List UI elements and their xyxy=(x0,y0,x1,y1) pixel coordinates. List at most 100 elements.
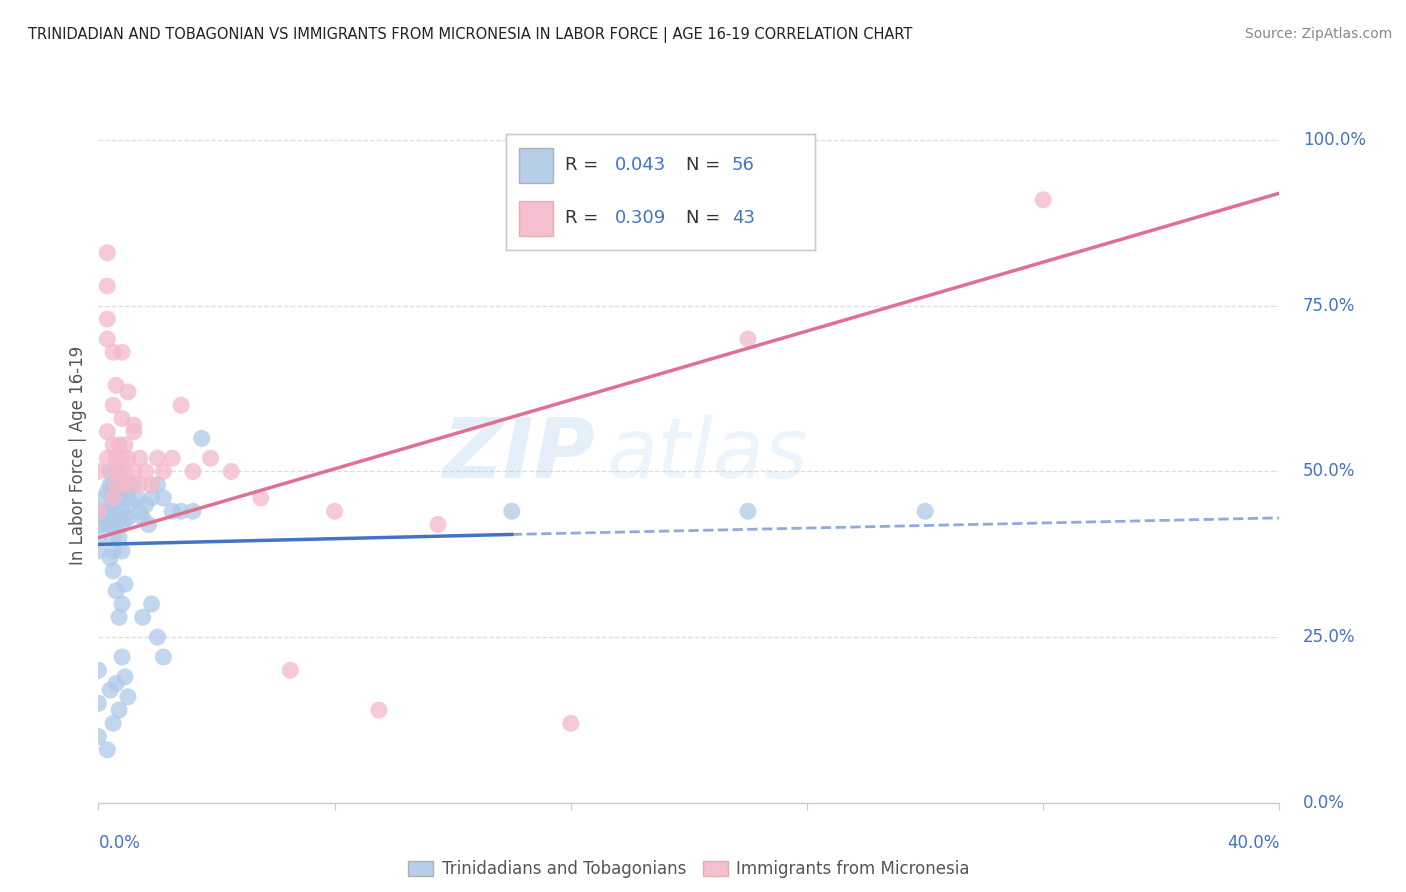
Point xyxy=(117,511,139,525)
Point xyxy=(96,743,118,757)
Point xyxy=(114,438,136,452)
Point xyxy=(125,491,148,505)
Text: TRINIDADIAN AND TOBAGONIAN VS IMMIGRANTS FROM MICRONESIA IN LABOR FORCE | AGE 16: TRINIDADIAN AND TOBAGONIAN VS IMMIGRANTS… xyxy=(28,27,912,43)
Point xyxy=(141,597,163,611)
Point xyxy=(152,491,174,505)
Text: N =: N = xyxy=(686,210,725,227)
Point xyxy=(105,451,128,466)
Point xyxy=(117,491,139,505)
Text: 56: 56 xyxy=(733,156,755,174)
Point xyxy=(132,610,155,624)
Point xyxy=(87,504,110,518)
Point xyxy=(108,511,131,525)
Point xyxy=(117,384,139,399)
Point xyxy=(135,498,157,512)
Point xyxy=(146,630,169,644)
Point xyxy=(103,716,125,731)
Point xyxy=(128,477,150,491)
Point xyxy=(87,465,110,479)
Point xyxy=(105,517,128,532)
Point xyxy=(87,730,110,744)
Point xyxy=(105,465,128,479)
Point xyxy=(138,517,160,532)
Point xyxy=(96,245,118,260)
Point xyxy=(132,511,155,525)
Point xyxy=(93,511,115,525)
Text: 0.309: 0.309 xyxy=(614,210,665,227)
Point xyxy=(146,477,169,491)
Point xyxy=(103,345,125,359)
Text: 75.0%: 75.0% xyxy=(1303,297,1355,315)
Point xyxy=(87,531,110,545)
Point xyxy=(162,504,183,518)
Point xyxy=(108,465,131,479)
Point xyxy=(98,504,121,518)
Point xyxy=(98,477,121,491)
Bar xyxy=(519,201,553,235)
Point xyxy=(111,504,134,518)
Point xyxy=(98,465,121,479)
Text: ZIP: ZIP xyxy=(441,415,595,495)
Point xyxy=(108,531,131,545)
Text: 50.0%: 50.0% xyxy=(1303,462,1355,481)
Point xyxy=(111,411,134,425)
Point xyxy=(146,451,169,466)
Point xyxy=(141,477,163,491)
Point xyxy=(114,484,136,499)
Text: N =: N = xyxy=(686,156,725,174)
Point xyxy=(96,279,118,293)
Point xyxy=(111,345,134,359)
Point xyxy=(737,332,759,346)
Point xyxy=(117,477,139,491)
Text: 100.0%: 100.0% xyxy=(1303,131,1367,149)
Point xyxy=(111,517,134,532)
Point xyxy=(200,451,222,466)
Text: Source: ZipAtlas.com: Source: ZipAtlas.com xyxy=(1244,27,1392,41)
Point xyxy=(135,465,157,479)
Point xyxy=(105,676,128,690)
Point xyxy=(103,438,125,452)
Point xyxy=(181,504,204,518)
Point xyxy=(120,498,142,512)
Point xyxy=(103,564,125,578)
Point xyxy=(87,663,110,677)
Point xyxy=(108,703,131,717)
Point xyxy=(96,504,118,518)
Point xyxy=(105,583,128,598)
Point xyxy=(114,670,136,684)
Point xyxy=(96,312,118,326)
Point xyxy=(191,431,214,445)
Point xyxy=(105,477,128,491)
Point xyxy=(105,484,128,499)
Point xyxy=(501,504,523,518)
Point xyxy=(96,517,118,532)
Point xyxy=(250,491,273,505)
Point xyxy=(278,663,302,677)
Point xyxy=(111,451,134,466)
Point xyxy=(103,498,125,512)
Point xyxy=(108,610,131,624)
Point xyxy=(98,550,121,565)
Point xyxy=(87,517,110,532)
Point xyxy=(162,451,183,466)
Point xyxy=(122,465,145,479)
Point xyxy=(108,491,131,505)
Point xyxy=(114,465,136,479)
Point xyxy=(108,438,131,452)
Text: 43: 43 xyxy=(733,210,755,227)
Legend: Trinidadians and Tobagonians, Immigrants from Micronesia: Trinidadians and Tobagonians, Immigrants… xyxy=(402,854,976,885)
Point xyxy=(111,544,134,558)
Point xyxy=(122,425,145,439)
Point xyxy=(122,477,145,491)
Point xyxy=(87,544,110,558)
Point xyxy=(152,650,174,665)
Point xyxy=(98,683,121,698)
Point xyxy=(96,332,118,346)
Point xyxy=(111,477,134,491)
Point xyxy=(111,477,134,491)
Point xyxy=(103,491,125,505)
Point xyxy=(219,465,242,479)
Point xyxy=(103,504,125,518)
Point xyxy=(181,465,204,479)
Point xyxy=(114,511,136,525)
